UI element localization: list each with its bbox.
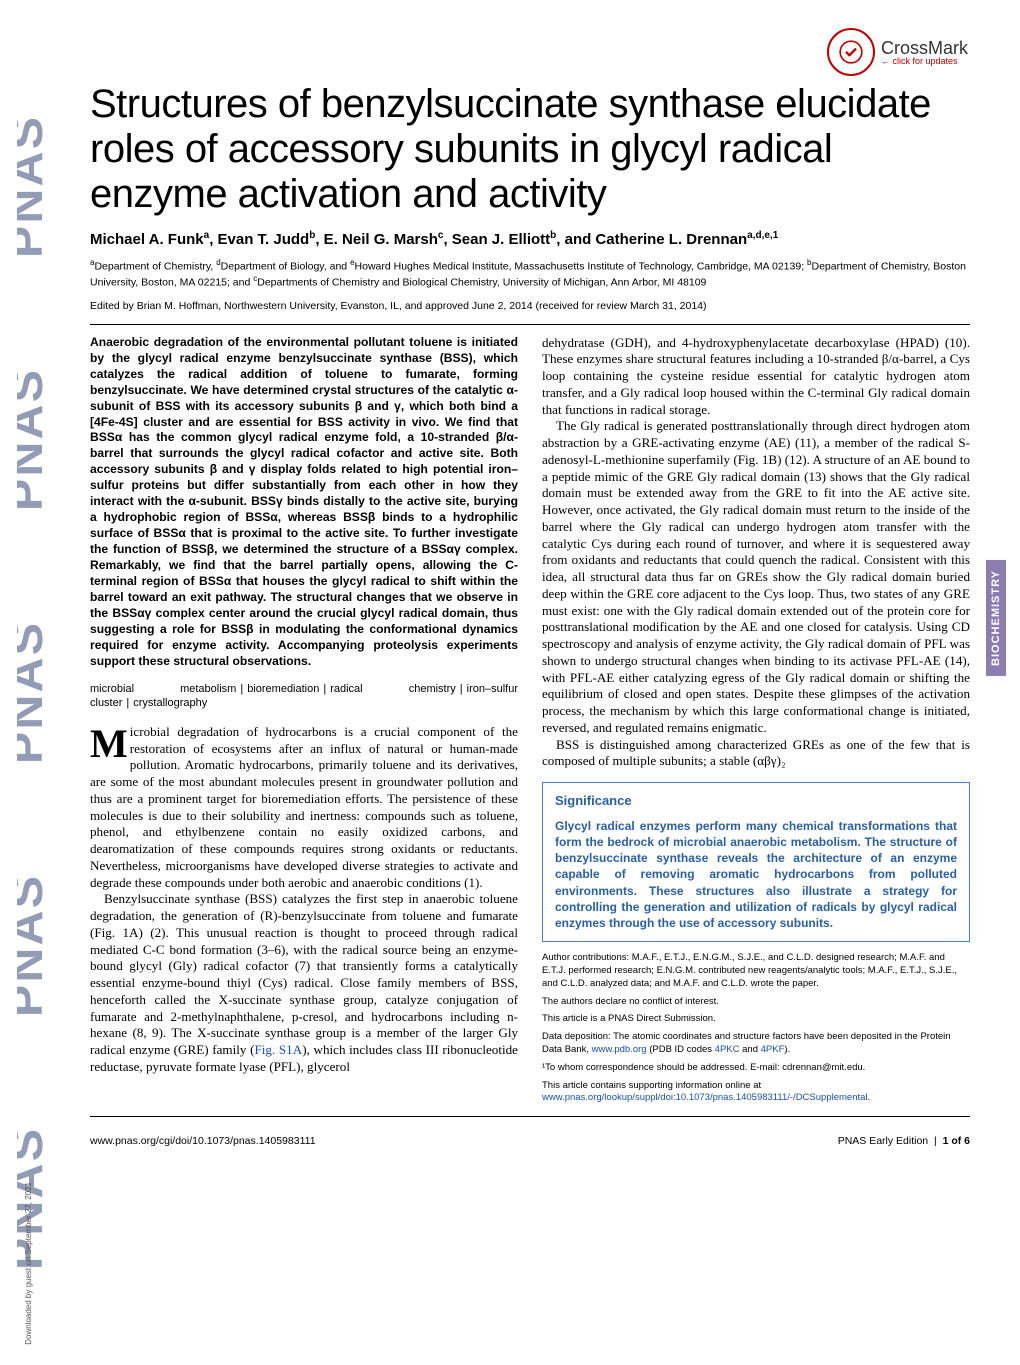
significance-heading: Significance (555, 793, 957, 810)
crossmark-label: CrossMark (881, 39, 968, 57)
correspondence: ¹To whom correspondence should be addres… (542, 1062, 970, 1075)
edited-by: Edited by Brian M. Hoffman, Northwestern… (90, 300, 970, 312)
direct-submission: This article is a PNAS Direct Submission… (542, 1013, 970, 1026)
crossmark-icon (827, 28, 875, 76)
article-title: Structures of benzylsuccinate synthase e… (90, 82, 970, 216)
data-deposition: Data deposition: The atomic coordinates … (542, 1031, 970, 1057)
significance-text: Glycyl radical enzymes perform many chem… (555, 818, 957, 931)
body-p1: Microbial degradation of hydrocarbons is… (90, 724, 518, 892)
si-statement: This article contains supporting informa… (542, 1080, 970, 1106)
pdb-code-1[interactable]: 4PKC (715, 1044, 740, 1055)
si-link[interactable]: www.pnas.org/lookup/suppl/doi:10.1073/pn… (542, 1092, 868, 1103)
abstract: Anaerobic degradation of the environment… (90, 335, 518, 670)
crossmark-sublabel: ← click for updates (881, 57, 958, 66)
page-info: PNAS Early Edition | 1 of 6 (838, 1135, 970, 1147)
fig-link[interactable]: Fig. S1A (254, 1042, 302, 1057)
dropcap: M (90, 724, 130, 760)
author-list: Michael A. Funka, Evan T. Juddb, E. Neil… (90, 230, 970, 248)
body-p3: dehydratase (GDH), and 4-hydroxyphenylac… (542, 335, 970, 419)
pnas-side-logo: PNAS (12, 60, 72, 1325)
doi: www.pnas.org/cgi/doi/10.1073/pnas.140598… (90, 1135, 316, 1147)
body-p4: The Gly radical is generated posttransla… (542, 418, 970, 736)
page-footer: www.pnas.org/cgi/doi/10.1073/pnas.140598… (90, 1135, 970, 1147)
pdb-code-2[interactable]: 4PKF (761, 1044, 785, 1055)
crossmark-badge[interactable]: CrossMark ← click for updates (827, 28, 968, 76)
affiliations: aDepartment of Chemistry, dDepartment of… (90, 258, 970, 289)
author-contributions: Author contributions: M.A.F., E.T.J., E.… (542, 952, 970, 990)
category-tag: BIOCHEMISTRY (986, 560, 1006, 676)
download-note: Downloaded by guest on September 27, 202… (24, 1182, 33, 1345)
footer-rule (90, 1116, 970, 1117)
body-p5: BSS is distinguished among characterized… (542, 737, 970, 771)
conflict-statement: The authors declare no conflict of inter… (542, 996, 970, 1009)
pdb-link[interactable]: www.pdb.org (592, 1044, 647, 1055)
header-rule (90, 324, 970, 325)
body-p2: Benzylsuccinate synthase (BSS) catalyzes… (90, 891, 518, 1075)
keywords: microbial metabolism|bioremediation|radi… (90, 682, 518, 710)
significance-box: Significance Glycyl radical enzymes perf… (542, 782, 970, 942)
article-credits: Author contributions: M.A.F., E.T.J., E.… (542, 952, 970, 1105)
